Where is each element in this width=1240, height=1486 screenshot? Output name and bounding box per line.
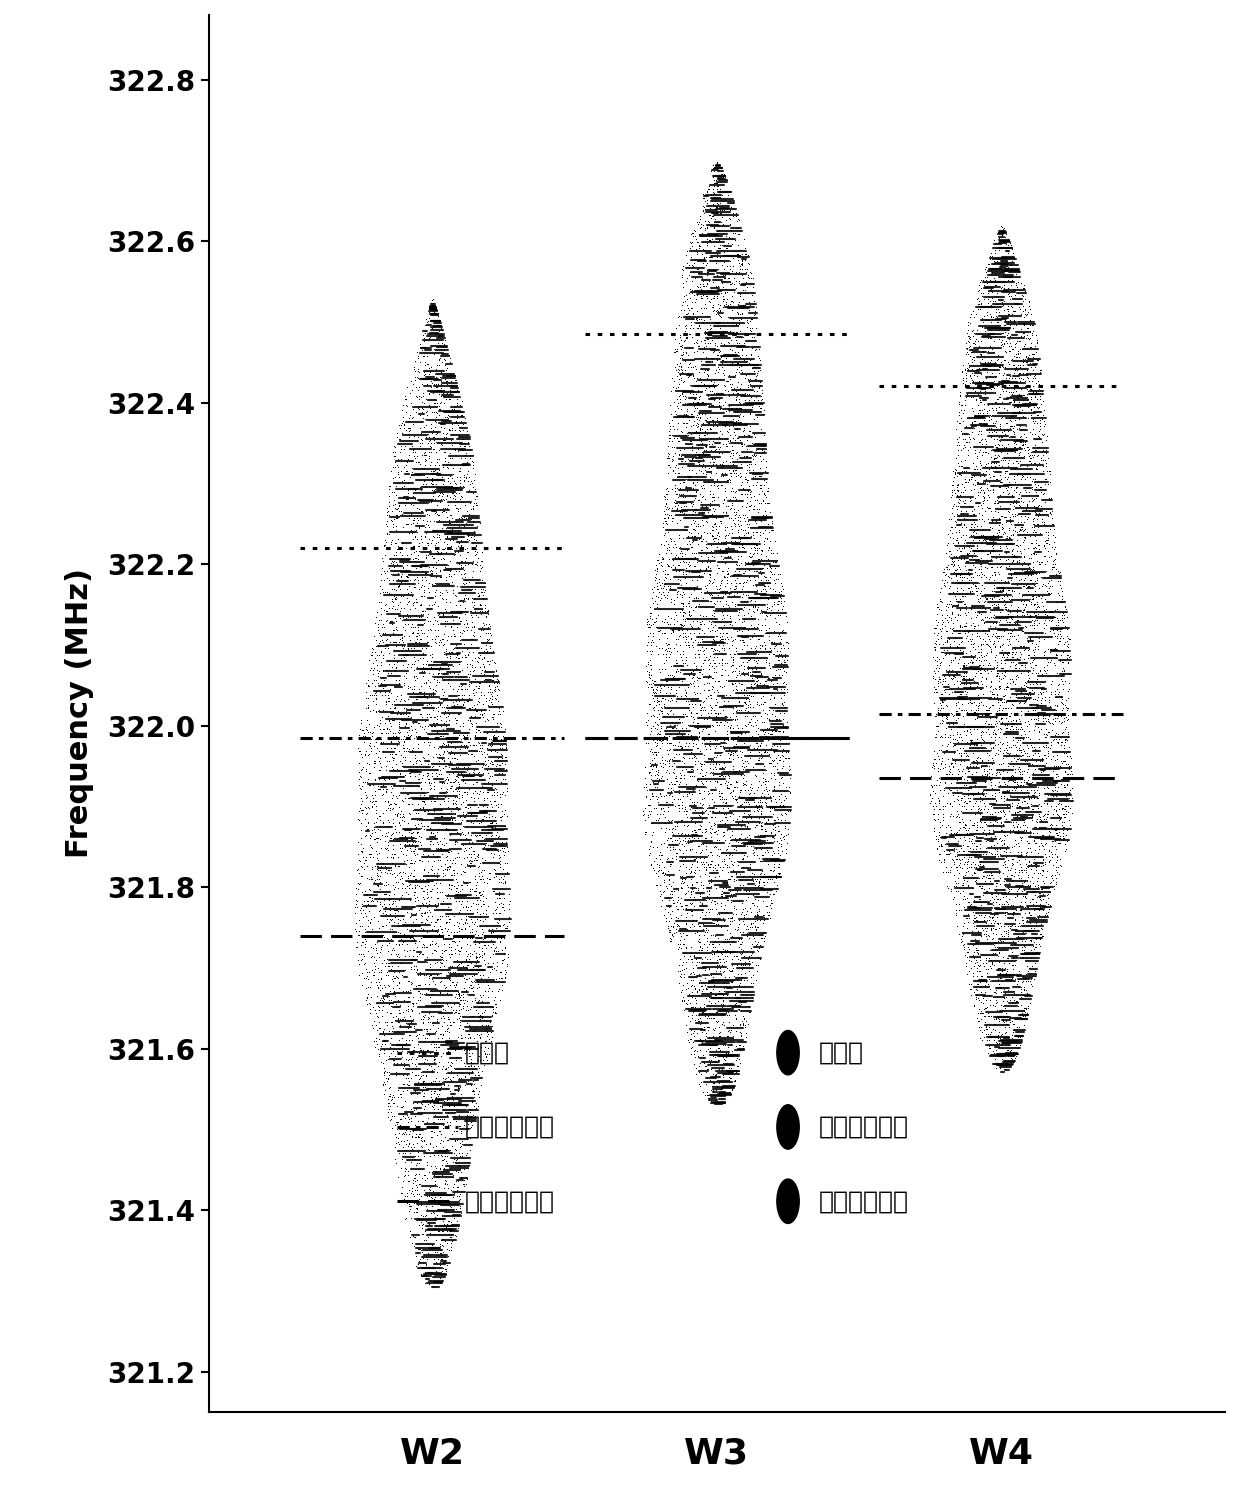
- Text: 第二次调频后: 第二次调频后: [818, 1189, 909, 1213]
- Y-axis label: Frequency (MHz): Frequency (MHz): [64, 569, 93, 859]
- Text: 第一次调频后: 第一次调频后: [818, 1114, 909, 1138]
- Text: 第二次调频后: 第二次调频后: [465, 1189, 554, 1213]
- Ellipse shape: [776, 1178, 800, 1223]
- Ellipse shape: [776, 1030, 800, 1074]
- Text: 第一次调频后: 第一次调频后: [465, 1114, 554, 1138]
- Ellipse shape: [776, 1104, 800, 1149]
- Text: 调频前: 调频前: [465, 1040, 510, 1064]
- Text: 调频前: 调频前: [818, 1040, 863, 1064]
